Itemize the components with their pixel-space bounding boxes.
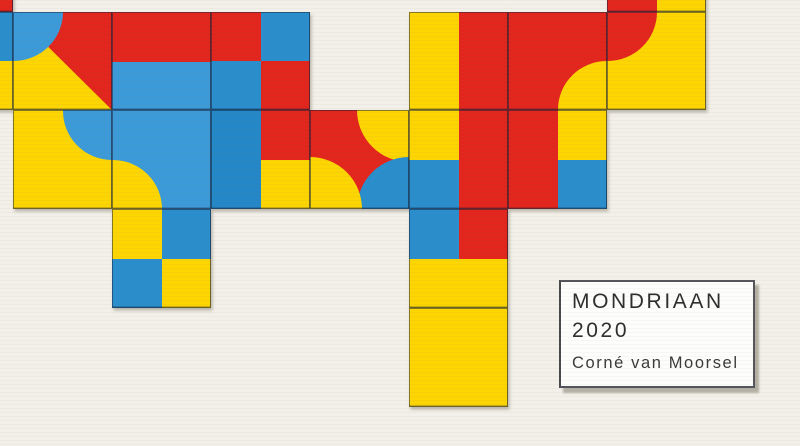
tile-r2c2 (112, 110, 211, 209)
tile-r0c0 (0, 0, 13, 12)
tile-r1c0 (0, 12, 13, 110)
title-card: MONDRIAAN 2020 Corné van Moorsel (559, 280, 755, 388)
tile-shape-rect (458, 12, 508, 110)
tile-r3c5 (409, 209, 508, 308)
tile-shape-rect (260, 159, 310, 209)
tile-r1c3 (211, 12, 310, 110)
tile-shape-rect (409, 209, 459, 259)
author-name: Corné van Moorsel (572, 354, 739, 372)
title-line-2: 2020 (572, 319, 630, 342)
tile-shape-quarter (356, 156, 409, 209)
tile-r1c5 (409, 12, 508, 110)
tile-shape-rect (112, 61, 211, 110)
tile-r4c5 (409, 308, 508, 407)
tile-shape-rect (260, 110, 310, 160)
tile-shape-rect (211, 61, 261, 110)
tile-r1c6 (508, 12, 607, 110)
tile-shape-quarter (557, 61, 607, 110)
tile-shape-rect (409, 110, 459, 160)
tile-r2c6 (508, 110, 607, 209)
tile-shape-rect (557, 159, 607, 209)
tile-r1c2 (112, 12, 211, 110)
tile-shape-quarter (356, 110, 409, 163)
tile-shape-rect (161, 209, 211, 259)
tile-shape-quarter (62, 110, 112, 160)
tile-r2c3 (211, 110, 310, 209)
tile-r1c1 (13, 12, 112, 110)
tile-r0c7 (607, 0, 706, 12)
tile-shape-rect (557, 110, 607, 160)
tile-shape-rect (458, 209, 508, 259)
tile-r1c7 (607, 12, 706, 110)
title-line-1: MONDRIAAN (572, 290, 724, 313)
tile-shape-rect (112, 258, 162, 308)
tile-r2c1 (13, 110, 112, 209)
tile-r3c2 (112, 209, 211, 308)
tile-shape-quarter (310, 156, 363, 209)
tile-shape-rect (409, 159, 459, 209)
tile-shape-rect (656, 0, 706, 12)
tile-r2c5 (409, 110, 508, 209)
tile-shape-rect (0, 61, 13, 110)
tile-shape-rect (260, 12, 310, 61)
tile-shape-quarter (607, 12, 657, 61)
tile-shape-quarter (112, 159, 162, 209)
tile-r2c4 (310, 110, 409, 209)
